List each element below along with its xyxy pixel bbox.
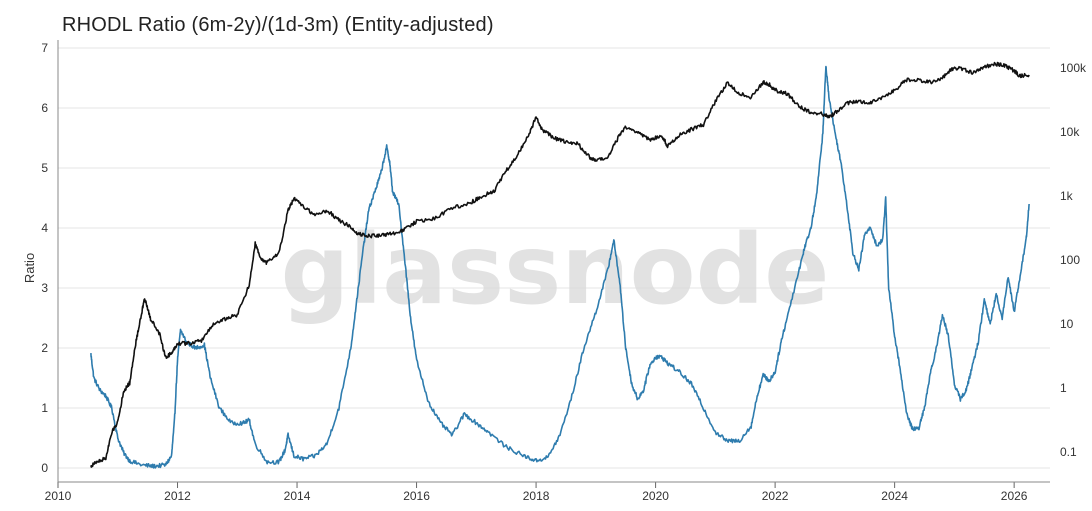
x-tick-label: 2012 — [164, 489, 191, 503]
y2-tick-label: 10 — [1060, 317, 1074, 331]
x-tick-label: 2010 — [45, 489, 72, 503]
axes: 0 1 2 3 4 5 6 7 0.1 1 10 100 1k 10k 100k 2010 2012 2014 20… — [41, 40, 1087, 503]
y-tick-label: 3 — [41, 281, 48, 295]
rhodl-ratio-line — [90, 65, 1030, 469]
y-axis-label: Ratio — [22, 253, 37, 283]
watermark: glassnode — [281, 214, 830, 326]
y2-tick-label: 0.1 — [1060, 445, 1077, 459]
x-tick-label: 2026 — [1001, 489, 1028, 503]
price-line — [90, 61, 1030, 468]
y2-tick-label: 10k — [1060, 125, 1080, 139]
x-tick-label: 2022 — [762, 489, 789, 503]
series-layer — [90, 61, 1030, 469]
y2-tick-label: 100 — [1060, 253, 1080, 267]
x-tick-label: 2024 — [881, 489, 908, 503]
y2-tick-label: 100k — [1060, 61, 1087, 75]
y-tick-label: 4 — [41, 221, 48, 235]
y2-tick-label: 1 — [1060, 381, 1067, 395]
y-tick-label: 6 — [41, 101, 48, 115]
y-tick-label: 5 — [41, 161, 48, 175]
x-tick-label: 2020 — [642, 489, 669, 503]
x-tick-label: 2016 — [403, 489, 430, 503]
y-tick-label: 7 — [41, 41, 48, 55]
chart-title: RHODL Ratio (6m-2y)/(1d-3m) (Entity-adju… — [62, 14, 494, 36]
y-tick-label: 1 — [41, 401, 48, 415]
x-tick-label: 2018 — [523, 489, 550, 503]
y-tick-label: 2 — [41, 341, 48, 355]
grid — [58, 47, 1050, 469]
y-tick-label: 0 — [41, 461, 48, 475]
y2-tick-label: 1k — [1060, 189, 1074, 203]
x-tick-label: 2014 — [284, 489, 311, 503]
